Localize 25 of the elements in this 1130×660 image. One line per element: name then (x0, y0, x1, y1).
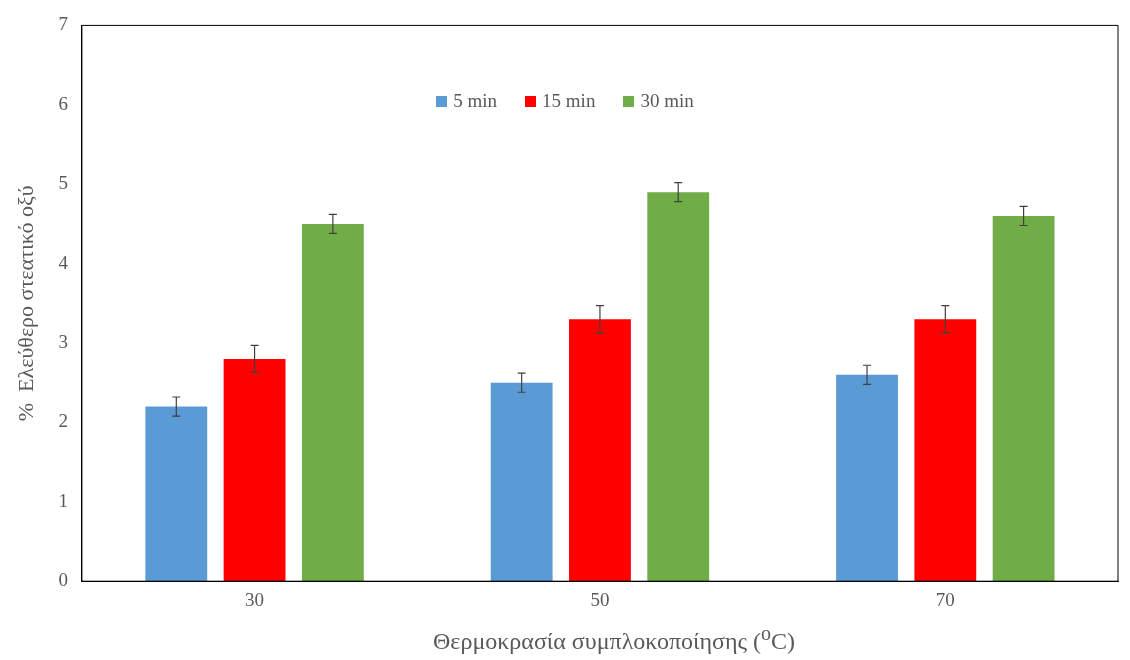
legend-label: 15 min (541, 90, 596, 112)
legend-label: 30 min (639, 90, 694, 112)
y-tick-label: 5 (58, 172, 68, 194)
bar (992, 215, 1055, 582)
x-axis-title: Θερμοκρασία συμπλοκοποίησης ($^{o}$C) (432, 622, 796, 655)
x-tick-label: 50 (590, 588, 610, 610)
y-tick-label: 7 (58, 13, 68, 35)
y-tick-label: 6 (58, 92, 68, 114)
legend-label: 5 min (452, 90, 498, 112)
y-tick-label: 3 (58, 330, 68, 352)
y-tick-label: 2 (58, 410, 68, 432)
bar (914, 319, 977, 582)
x-tick-label: 70 (935, 588, 955, 610)
bar (647, 192, 710, 582)
x-tick-label: 30 (245, 588, 265, 610)
y-axis-title: % Ελεύθερο στεατικό οξύ (12, 185, 38, 422)
bar (301, 223, 364, 582)
y-tick-label: 1 (58, 489, 68, 511)
bar (836, 374, 898, 582)
y-tick-label: 0 (58, 569, 68, 591)
bar (145, 406, 208, 582)
y-tick-label: 4 (58, 251, 69, 273)
bar (569, 319, 631, 582)
bar (490, 382, 553, 582)
bar (223, 358, 286, 582)
